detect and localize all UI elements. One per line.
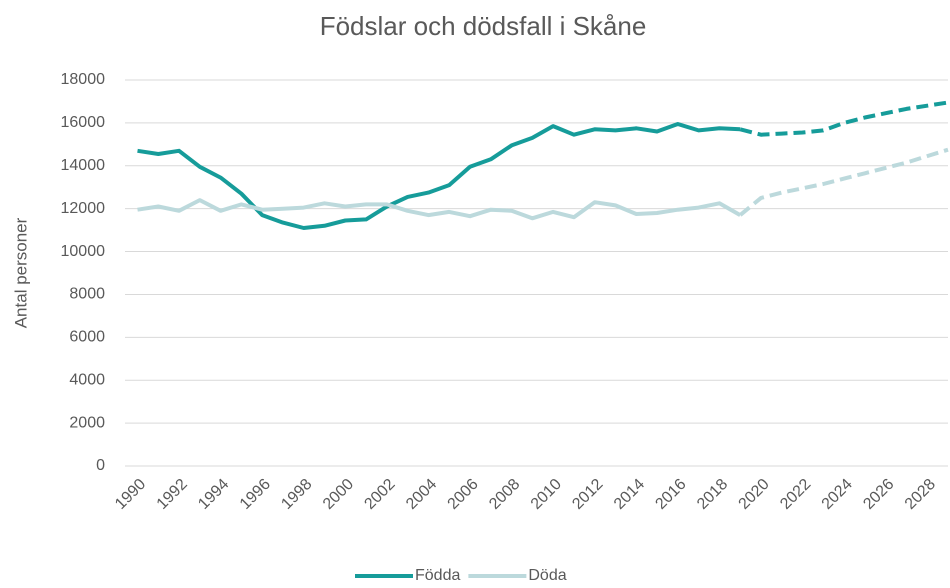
x-tick-label: 2008: [486, 476, 523, 513]
x-tick-label: 2000: [320, 476, 357, 513]
y-tick-label: 0: [96, 457, 105, 474]
chart-title: Födslar och dödsfall i Skåne: [320, 11, 647, 41]
x-tick-label: 1998: [278, 476, 315, 513]
x-tick-label: 1992: [154, 476, 191, 513]
x-tick-label: 2004: [403, 476, 440, 513]
y-tick-label: 12000: [61, 200, 106, 217]
x-tick-label: 2020: [736, 476, 773, 513]
x-tick-label: 1990: [112, 476, 149, 513]
x-tick-label: 2018: [694, 476, 731, 513]
y-tick-label: 4000: [69, 371, 105, 388]
y-tick-label: 18000: [61, 71, 106, 88]
y-tick-label: 14000: [61, 157, 106, 174]
y-tick-label: 10000: [61, 243, 106, 260]
series-line: [137, 198, 742, 221]
x-tick-label: 1996: [237, 476, 274, 513]
y-tick-label: 6000: [69, 329, 105, 346]
x-tick-label: 2022: [777, 476, 814, 513]
x-tick-label: 2006: [445, 476, 482, 513]
y-axis-label: Antal personer: [11, 217, 30, 328]
legend-label: Födda: [415, 567, 460, 584]
x-tick-label: 2002: [361, 476, 398, 513]
x-tick-label: 1994: [195, 476, 232, 513]
y-tick-label: 16000: [61, 114, 106, 131]
x-tick-label: 2024: [819, 476, 856, 513]
series-line: [137, 122, 741, 230]
x-tick-label: 2016: [652, 476, 689, 513]
x-tick-label: 2012: [569, 476, 606, 513]
y-tick-label: 8000: [69, 286, 105, 303]
y-tick-label: 2000: [69, 414, 105, 431]
x-tick-label: 2010: [528, 476, 565, 513]
forecast-line: [739, 100, 949, 137]
forecast-line: [738, 147, 949, 217]
x-tick-label: 2026: [860, 476, 897, 513]
legend-label: Döda: [528, 567, 566, 584]
x-tick-label: 2028: [902, 476, 939, 513]
x-tick-label: 2014: [611, 476, 648, 513]
